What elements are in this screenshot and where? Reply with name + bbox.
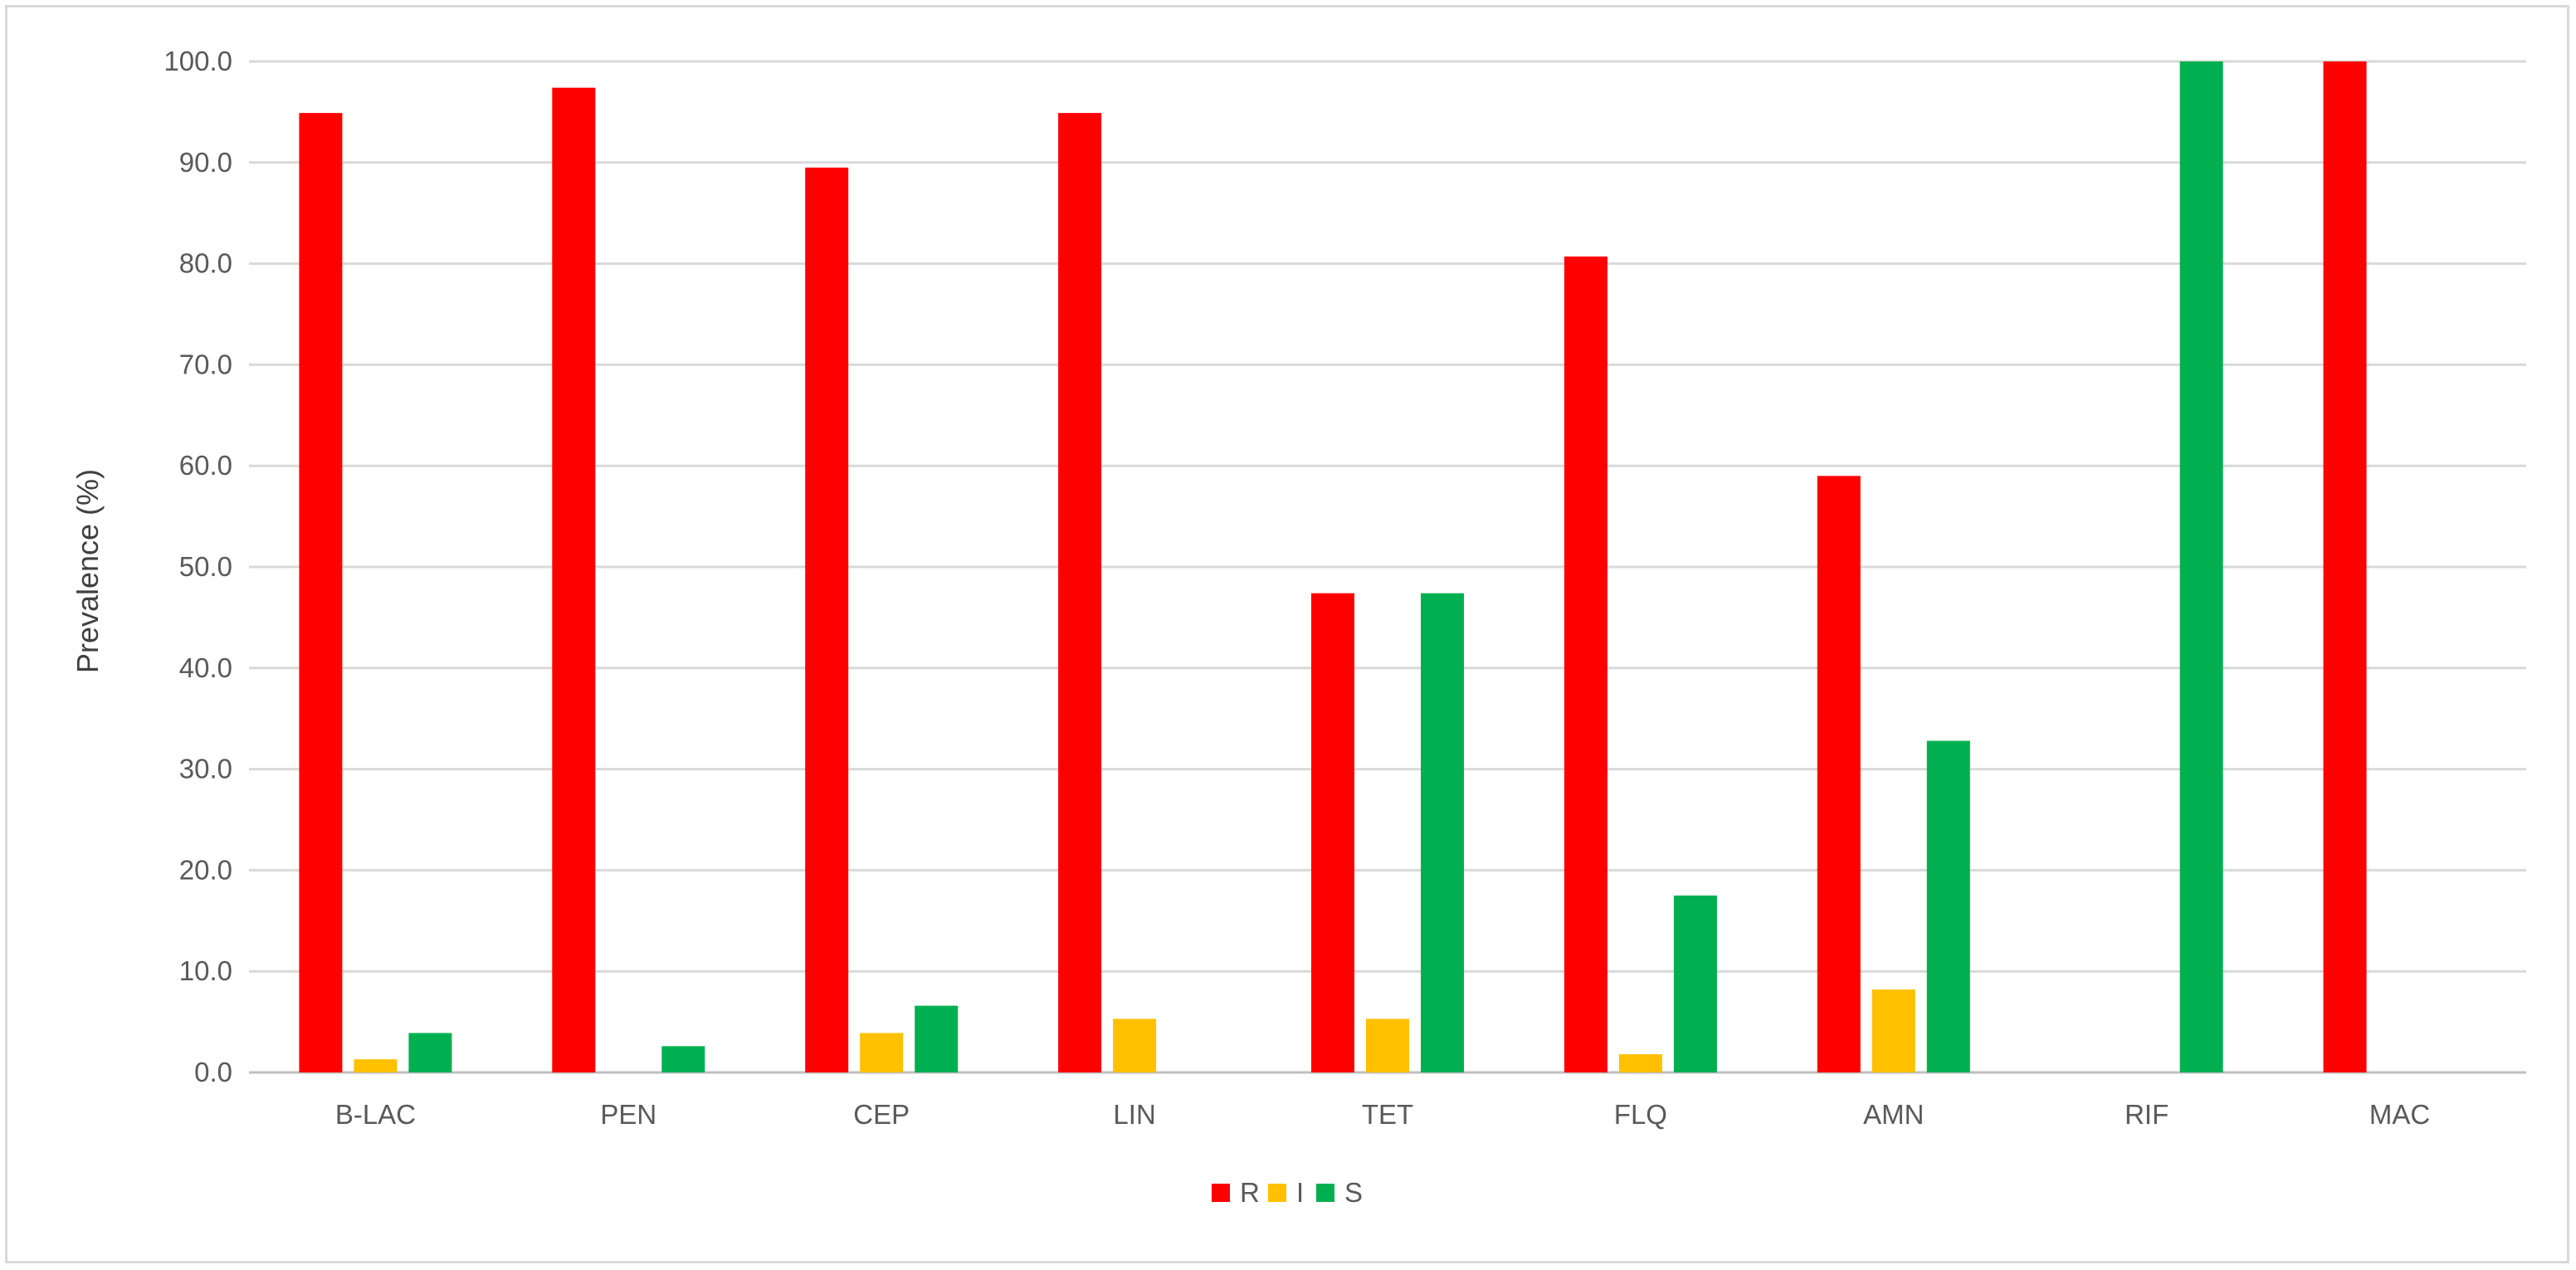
bar-i-cep <box>860 1033 904 1072</box>
y-axis-ticks: 0.0 10.0 20.0 30.0 40.0 50.0 60.0 70.0 80.0 90.0 1… <box>163 46 232 1087</box>
y-tick-label: 100.0 <box>163 46 232 76</box>
x-tick-label: MAC <box>2369 1099 2430 1130</box>
x-tick-label: TET <box>1362 1099 1413 1130</box>
y-tick-label: 40.0 <box>179 652 232 683</box>
x-tick-label: B-LAC <box>335 1099 416 1130</box>
bar-i-flq <box>1618 1054 1662 1072</box>
bar-r-tet <box>1311 593 1354 1072</box>
bar-i-amn <box>1871 989 1915 1072</box>
bar-r-b-lac <box>299 113 343 1072</box>
bar-r-amn <box>1817 476 1861 1072</box>
legend-label-s: S <box>1344 1177 1363 1208</box>
legend-swatch-s <box>1316 1184 1334 1202</box>
legend-swatch-r <box>1212 1184 1230 1202</box>
bar-s-cep <box>915 1005 959 1072</box>
y-tick-label: 20.0 <box>179 854 232 885</box>
y-tick-label: 60.0 <box>179 450 232 481</box>
bar-s-b-lac <box>408 1033 452 1072</box>
y-axis-title: Prevalence (%) <box>71 469 105 673</box>
bar-r-flq <box>1564 256 1608 1073</box>
legend-swatch-i <box>1268 1184 1286 1202</box>
y-tick-label: 50.0 <box>179 551 232 582</box>
x-axis-ticks: B-LAC PEN CEP LIN TET FLQ AMN RIF MAC <box>335 1099 2430 1130</box>
bar-r-cep <box>805 167 849 1072</box>
bar-i-lin <box>1113 1018 1157 1072</box>
bar-s-rif <box>2179 61 2223 1072</box>
bar-s-flq <box>1673 895 1717 1072</box>
y-tick-label: 70.0 <box>179 349 232 379</box>
legend-label-i: I <box>1296 1177 1304 1208</box>
y-tick-label: 80.0 <box>179 248 232 279</box>
legend-label-r: R <box>1240 1177 1260 1208</box>
bar-i-tet <box>1366 1018 1409 1072</box>
y-tick-label: 0.0 <box>194 1057 232 1087</box>
x-tick-label: RIF <box>2125 1099 2169 1130</box>
bar-s-tet <box>1421 593 1464 1072</box>
x-tick-label: AMN <box>1863 1099 1924 1130</box>
bars <box>299 61 2367 1073</box>
x-tick-label: FLQ <box>1614 1099 1667 1130</box>
gridlines <box>249 60 2526 1074</box>
x-tick-label: LIN <box>1113 1099 1155 1130</box>
bar-i-b-lac <box>354 1059 398 1072</box>
bar-r-mac <box>2323 61 2367 1072</box>
x-tick-label: CEP <box>853 1099 910 1130</box>
bar-s-amn <box>1926 740 1970 1072</box>
x-tick-label: PEN <box>600 1099 656 1130</box>
y-tick-label: 90.0 <box>179 147 232 178</box>
bar-r-pen <box>552 87 596 1073</box>
bar-r-lin <box>1058 113 1102 1072</box>
y-tick-label: 30.0 <box>179 754 232 784</box>
y-tick-label: 10.0 <box>179 955 232 986</box>
bar-s-pen <box>661 1046 705 1072</box>
